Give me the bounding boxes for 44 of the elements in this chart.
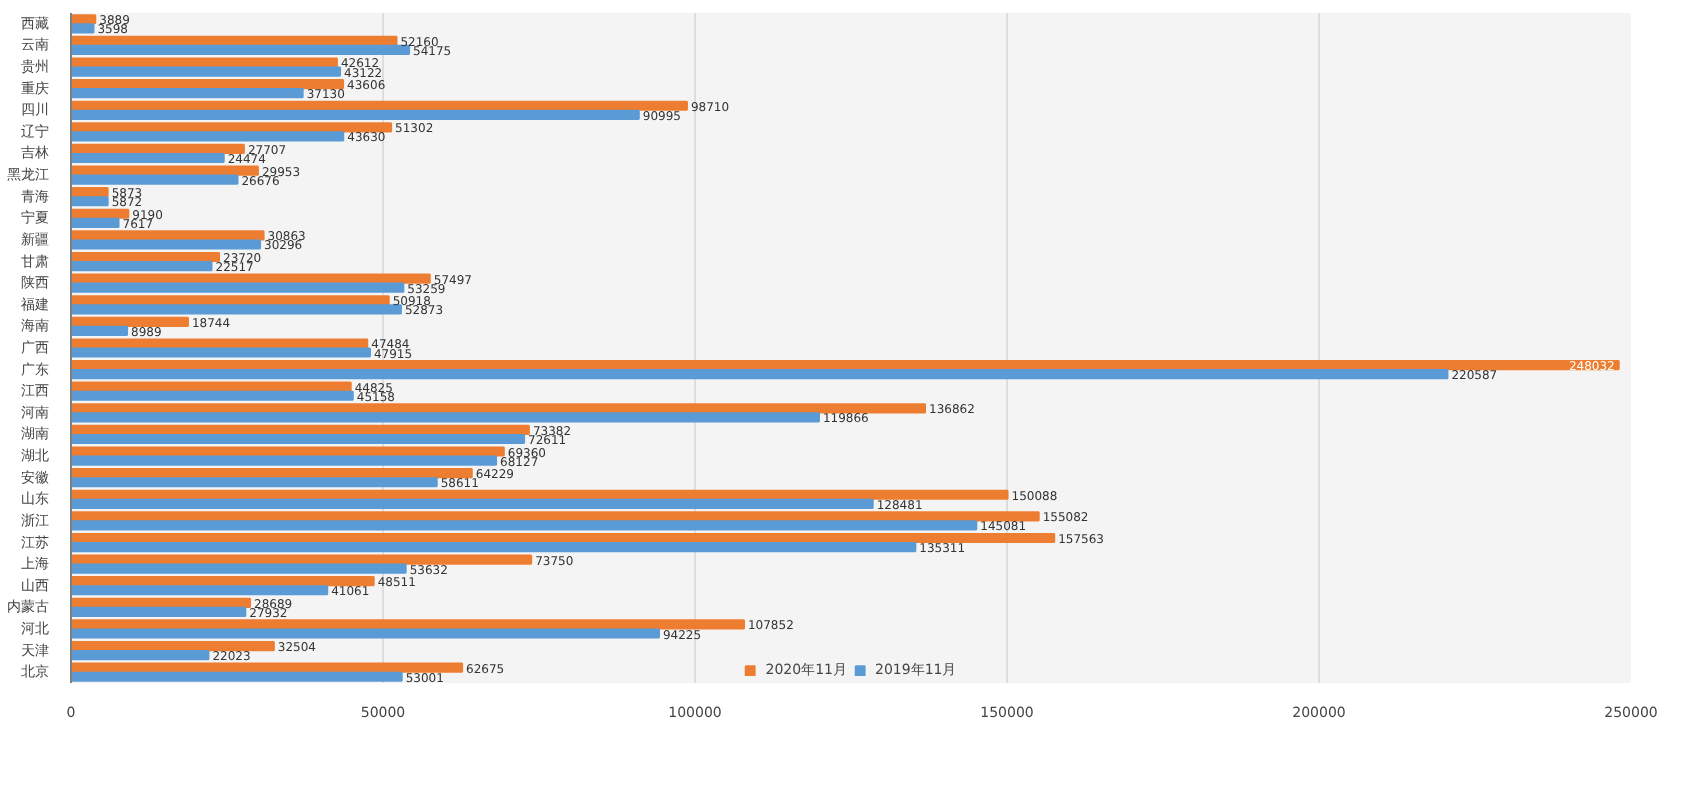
bar bbox=[71, 88, 304, 99]
bar bbox=[71, 174, 239, 185]
bar bbox=[71, 165, 259, 176]
bar bbox=[71, 433, 526, 445]
bar bbox=[71, 606, 247, 617]
bar bbox=[71, 532, 1056, 544]
bar bbox=[71, 152, 225, 164]
bar bbox=[71, 541, 917, 553]
bar bbox=[71, 671, 403, 682]
bar bbox=[71, 554, 533, 565]
bar bbox=[71, 628, 660, 639]
bar bbox=[71, 304, 402, 315]
bar bbox=[71, 131, 345, 142]
bar bbox=[71, 325, 129, 337]
bar bbox=[71, 79, 345, 90]
bar bbox=[71, 390, 354, 401]
bar bbox=[71, 446, 505, 457]
bar bbox=[71, 455, 498, 466]
bar bbox=[71, 640, 275, 652]
bar bbox=[71, 576, 375, 587]
bar bbox=[71, 109, 640, 120]
bar bbox=[71, 477, 438, 488]
bar bbox=[71, 44, 411, 56]
bar bbox=[71, 347, 371, 358]
bar bbox=[71, 650, 210, 661]
bar bbox=[71, 520, 978, 531]
bar bbox=[71, 662, 464, 673]
bar bbox=[71, 585, 329, 596]
bar bbox=[71, 66, 342, 77]
bar bbox=[71, 563, 407, 574]
bar bbox=[71, 196, 109, 207]
bar bbox=[71, 261, 213, 272]
bar bbox=[71, 122, 393, 133]
bar bbox=[71, 282, 405, 293]
bar bbox=[71, 316, 189, 327]
bar bbox=[71, 412, 820, 423]
bar bbox=[71, 619, 745, 630]
bar bbox=[71, 239, 262, 250]
bar bbox=[71, 23, 95, 34]
bar bbox=[71, 217, 120, 228]
bar bbox=[71, 489, 1009, 500]
bar bbox=[71, 498, 874, 509]
bar bbox=[71, 369, 1449, 380]
bar bbox=[71, 403, 927, 414]
